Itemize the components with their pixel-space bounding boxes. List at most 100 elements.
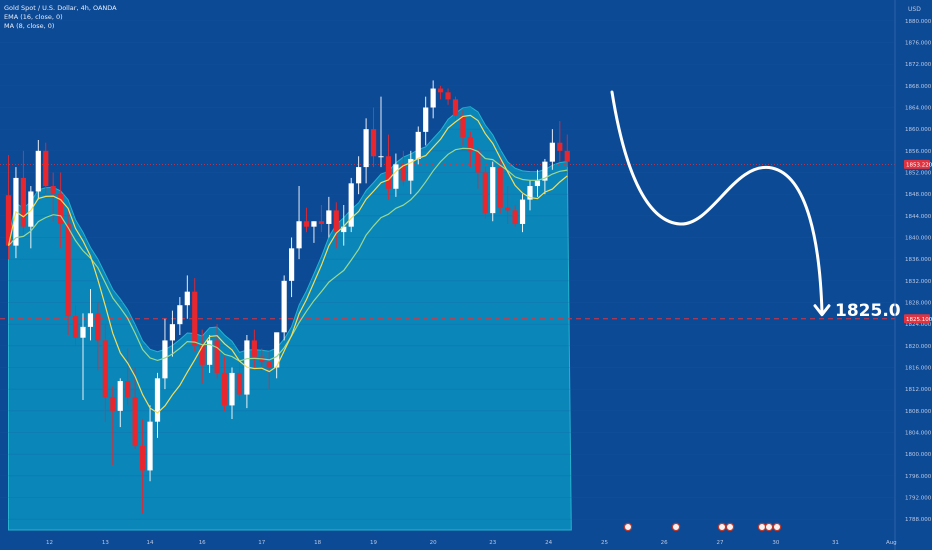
event-flag-icon-6[interactable] [772, 522, 782, 532]
candle-body-27 [207, 340, 213, 365]
candle-body-64 [482, 172, 488, 214]
candle-body-3 [28, 191, 34, 227]
y-tick-label-7: 1852.000 [905, 171, 932, 177]
x-tick-label-2: 14 [147, 540, 154, 546]
candle-body-49 [370, 129, 377, 157]
chart-legend: Gold Spot / U.S. Dollar, 4h, OANDA EMA (… [4, 4, 117, 31]
y-tick-label-6: 1856.000 [905, 149, 932, 155]
y-tick-label-15: 1820.000 [905, 344, 932, 350]
candle-body-46 [348, 183, 354, 227]
y-tick-label-19: 1804.000 [905, 431, 932, 437]
projection-arrow [610, 90, 831, 317]
candle-body-67 [505, 207, 511, 211]
x-tick-label-8: 23 [489, 540, 496, 546]
candle-body-43 [326, 210, 332, 224]
event-flag-icon-1[interactable] [671, 522, 681, 532]
current-price-label: 1853.220 [906, 162, 932, 168]
candle-body-16 [125, 381, 131, 398]
candle-body-71 [534, 180, 541, 187]
candle-body-36 [274, 332, 280, 368]
candle-body-58 [438, 88, 444, 93]
x-tick-label-7: 20 [430, 540, 437, 546]
symbol-title: Gold Spot / U.S. Dollar, 4h, OANDA [4, 4, 117, 12]
candle-body-4 [35, 150, 41, 192]
candle-body-60 [452, 99, 459, 116]
candle-body-66 [497, 167, 503, 208]
y-tick-label-17: 1812.000 [905, 387, 932, 393]
candle-body-7 [58, 194, 64, 224]
candle-body-69 [519, 199, 526, 224]
target-level-bg [904, 314, 930, 324]
candle-body-48 [363, 129, 369, 168]
y-tick-label-3: 1868.000 [905, 84, 932, 90]
candle-body-47 [356, 167, 362, 184]
event-flag-icon-4[interactable] [757, 522, 767, 532]
candle-body-70 [527, 186, 533, 200]
candle-body-53 [400, 164, 406, 181]
candle-body-63 [475, 150, 481, 173]
candle-body-31 [236, 372, 243, 395]
y-tick-label-4: 1864.000 [905, 106, 932, 112]
candle-body-14 [110, 397, 116, 411]
candle-body-73 [549, 142, 555, 162]
candle-body-42 [318, 221, 324, 224]
event-flag-icon-0[interactable] [623, 522, 633, 532]
time-axis[interactable]: 121314161718192023242526273031Aug34567 [46, 540, 932, 546]
candle-body-44 [333, 210, 339, 233]
price-axis[interactable]: 1880.000 1876.000 1872.000 1868.000 1864.000… [905, 19, 932, 523]
y-tick-label-9: 1844.000 [905, 214, 932, 220]
currency-label: USD [908, 6, 921, 13]
candle-body-52 [393, 164, 399, 189]
candle-body-41 [311, 221, 317, 227]
event-flag-icon-2[interactable] [717, 522, 727, 532]
ma-line [7, 114, 568, 414]
candle-body-6 [50, 186, 56, 195]
candle-body-29 [221, 372, 228, 406]
y-tick-label-22: 1792.000 [905, 496, 932, 502]
candle-body-39 [296, 221, 302, 249]
current-price-bg [904, 159, 930, 169]
candle-body-57 [430, 88, 436, 108]
candle-body-20 [154, 378, 161, 422]
candle-body-37 [281, 280, 287, 333]
candle-body-61 [460, 115, 466, 138]
grid-lines [0, 20, 895, 520]
candle-body-54 [408, 158, 414, 181]
candle-body-23 [177, 305, 183, 325]
event-flag-icon-5[interactable] [764, 522, 774, 532]
ema-legend: EMA (16, close, 0) [4, 13, 63, 21]
x-tick-label-15: Aug [886, 540, 897, 546]
candle-body-11 [87, 313, 94, 327]
target-level-label: 1825.100 [906, 317, 932, 323]
ma-legend: MA (8, close, 0) [4, 22, 55, 30]
candle-body-74 [557, 142, 563, 151]
candle-body-28 [214, 340, 220, 373]
y-tick-label-16: 1816.000 [905, 366, 932, 372]
y-tick-label-0: 1880.000 [905, 19, 932, 25]
x-tick-label-5: 18 [314, 540, 321, 546]
event-flag-icon-3[interactable] [725, 522, 735, 532]
x-tick-label-6: 19 [370, 540, 377, 546]
x-tick-label-0: 12 [46, 540, 53, 546]
y-tick-label-8: 1848.000 [905, 192, 932, 198]
x-tick-label-12: 27 [716, 540, 723, 546]
candle-body-51 [385, 156, 392, 189]
economic-event-icons[interactable] [623, 522, 782, 532]
candle-body-62 [467, 137, 473, 151]
candle-body-55 [415, 131, 421, 159]
candle-body-50 [378, 156, 384, 158]
candle-body-12 [95, 313, 101, 341]
x-tick-label-13: 30 [772, 540, 779, 546]
candle-body-2 [20, 177, 26, 227]
candle-body-10 [80, 326, 86, 338]
x-tick-label-14: 31 [832, 540, 839, 546]
target-level-badge: 1825.100 [904, 314, 932, 324]
y-tick-label-13: 1828.000 [905, 301, 932, 307]
y-tick-label-5: 1860.000 [905, 127, 932, 133]
candle-body-68 [512, 210, 518, 224]
candle-body-30 [229, 372, 235, 406]
candle-body-18 [140, 446, 146, 471]
candle-body-35 [266, 362, 272, 368]
candle-body-40 [303, 221, 310, 227]
